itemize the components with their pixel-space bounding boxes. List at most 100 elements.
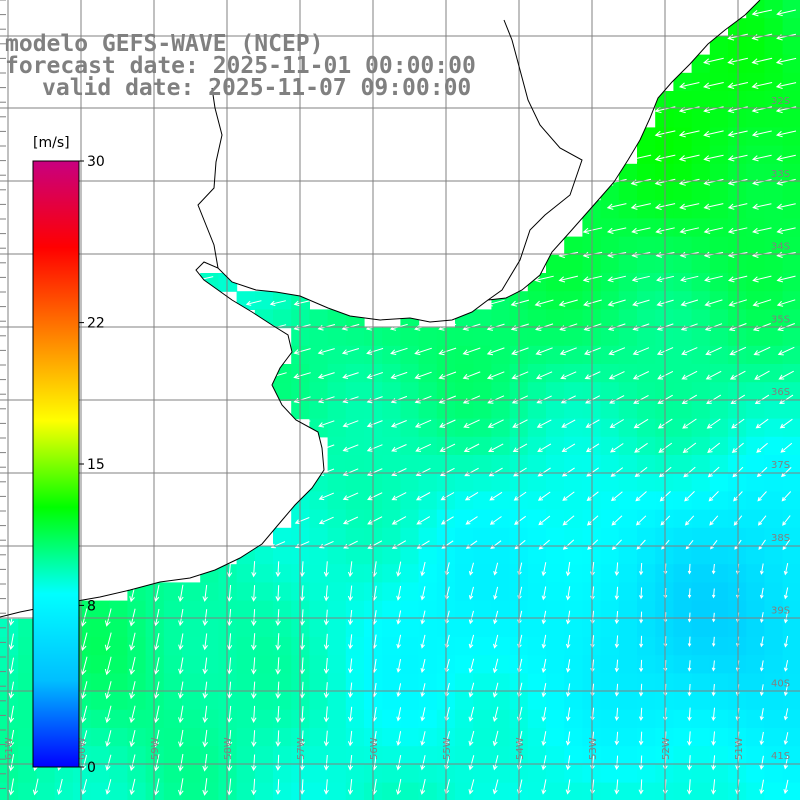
wind-speed-cell <box>600 291 620 310</box>
wind-speed-cell <box>728 618 747 638</box>
wind-speed-cell <box>18 655 37 674</box>
wind-speed-cell <box>600 509 620 529</box>
wind-speed-cell <box>91 637 110 656</box>
wind-speed-cell <box>637 364 656 383</box>
wind-speed-cell <box>637 691 656 711</box>
wind-speed-cell <box>418 728 438 747</box>
wind-speed-cell <box>673 254 693 274</box>
longitude-label: 60W <box>77 737 88 760</box>
wind-arrow <box>541 755 547 771</box>
wind-speed-cell <box>163 728 183 747</box>
wind-speed-cell <box>473 655 492 674</box>
wind-speed-cell <box>145 764 165 784</box>
wind-arrow <box>439 443 456 452</box>
wind-speed-cell <box>309 600 329 620</box>
wind-arrow <box>299 681 305 699</box>
wind-speed-cell <box>345 673 365 693</box>
wind-arrow <box>511 371 529 380</box>
wind-arrow <box>493 562 499 576</box>
wind-arrow <box>778 370 794 380</box>
wind-speed-cell <box>455 600 474 620</box>
wind-speed-cell <box>546 782 565 800</box>
wind-speed-cell <box>491 436 511 456</box>
wind-speed-cell <box>309 491 329 511</box>
wind-speed-cell <box>218 582 238 602</box>
wind-speed-cell <box>600 582 620 602</box>
wind-arrow <box>703 227 724 234</box>
wind-speed-cell <box>163 600 183 620</box>
wind-speed-cell <box>637 764 656 784</box>
wind-speed-cell <box>746 163 765 183</box>
wind-speed-cell <box>491 491 511 511</box>
wind-speed-cell <box>618 782 638 800</box>
wind-arrow <box>704 299 723 307</box>
wind-speed-cell <box>709 218 729 238</box>
wind-speed-cell <box>600 236 620 256</box>
wind-speed-cell <box>291 400 310 420</box>
wind-speed-cell <box>673 473 693 492</box>
wind-arrow <box>679 227 700 234</box>
wind-speed-cell <box>764 728 784 747</box>
latitude-label: 35S <box>771 314 790 325</box>
wind-speed-cell <box>600 309 620 329</box>
wind-speed-cell <box>0 673 19 693</box>
wind-speed-cell <box>564 618 583 638</box>
wind-speed-cell <box>418 673 438 693</box>
wind-arrow <box>638 731 644 746</box>
wind-speed-cell <box>728 236 747 256</box>
wind-speed-cell <box>309 509 329 529</box>
wind-arrow <box>614 659 620 673</box>
wind-speed-cell <box>637 273 656 292</box>
wind-speed-cell <box>546 400 565 420</box>
wind-arrow <box>202 657 208 675</box>
wind-arrow <box>558 275 579 283</box>
wind-arrow <box>318 540 334 549</box>
wind-speed-cell <box>200 582 219 602</box>
wind-speed-cell <box>455 491 474 511</box>
wind-arrow <box>614 611 620 625</box>
wind-speed-cell <box>109 746 128 765</box>
wind-speed-cell <box>345 600 365 620</box>
wind-arrow <box>293 396 311 404</box>
wind-speed-cell <box>473 618 492 638</box>
wind-arrow <box>420 634 426 649</box>
wind-arrow <box>197 276 214 282</box>
wind-speed-cell <box>273 582 292 602</box>
wind-arrow <box>609 419 624 429</box>
wind-arrow <box>323 779 329 795</box>
wind-arrow <box>586 515 599 526</box>
wind-speed-cell <box>309 364 329 383</box>
wind-speed-cell <box>764 746 784 765</box>
wind-speed-cell <box>709 564 729 583</box>
wind-arrow <box>711 755 717 771</box>
wind-speed-cell <box>782 691 800 711</box>
wind-arrow <box>687 683 692 697</box>
wind-speed-cell <box>455 509 474 529</box>
wind-arrow <box>630 203 651 210</box>
wind-arrow <box>711 636 716 647</box>
wind-arrow <box>8 657 15 675</box>
wind-speed-cell <box>673 455 693 474</box>
wind-speed-cell <box>728 54 747 74</box>
wind-arrow <box>614 731 620 746</box>
wind-arrow <box>584 347 601 356</box>
wind-speed-cell <box>309 382 329 401</box>
wind-speed-cell <box>782 546 800 565</box>
wind-speed-cell <box>673 145 693 165</box>
wind-arrow <box>366 372 383 380</box>
wind-arrow <box>251 730 257 748</box>
wind-arrow <box>366 347 384 355</box>
wind-arrow <box>710 539 718 550</box>
wind-speed-cell <box>145 728 165 747</box>
wind-speed-cell <box>709 527 729 547</box>
wind-speed-cell <box>163 746 183 765</box>
wind-arrow <box>775 57 797 65</box>
wind-speed-cell <box>236 655 256 674</box>
wind-speed-cell <box>291 309 310 329</box>
colorbar-ticks: 30 22 15 8 0 <box>79 154 105 776</box>
wind-arrow <box>681 394 698 405</box>
wind-speed-cell <box>600 527 620 547</box>
wind-arrow <box>391 516 407 525</box>
wind-speed-cell <box>127 600 147 620</box>
wind-speed-cell <box>782 127 800 147</box>
